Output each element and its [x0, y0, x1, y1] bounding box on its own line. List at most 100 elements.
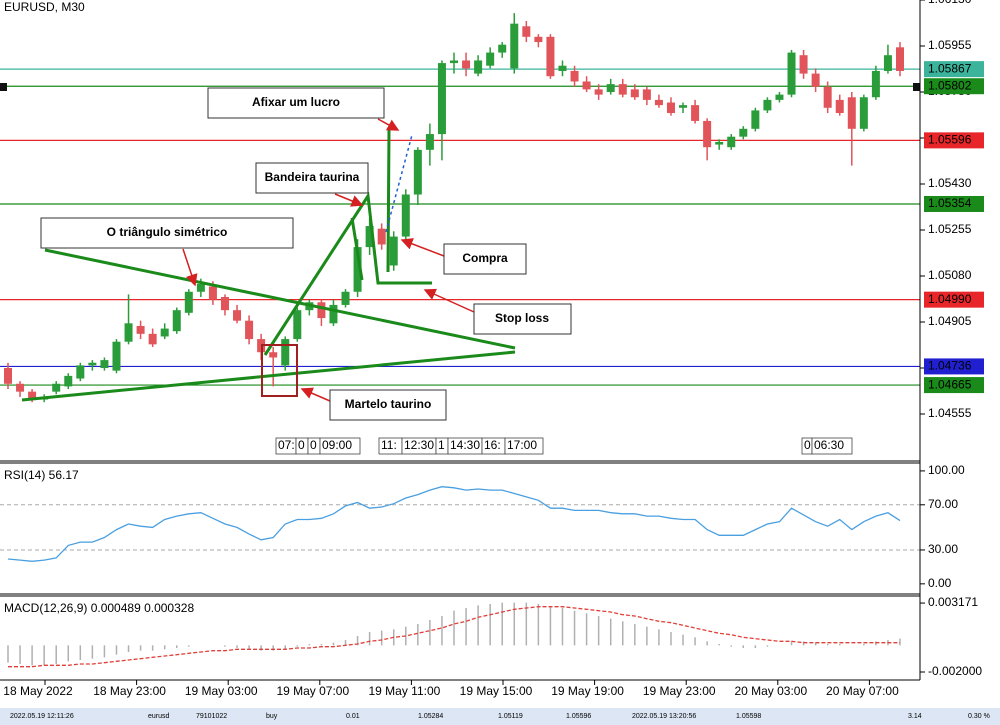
candle-body	[329, 304, 338, 324]
arrow	[400, 238, 445, 257]
status-field: 1.05598	[736, 713, 761, 720]
price-label-bg	[924, 78, 984, 95]
candle-body	[691, 105, 700, 121]
candle-body	[16, 383, 25, 392]
candle-body	[594, 89, 603, 95]
y-tick-label: 0.00	[928, 576, 952, 590]
candle-body	[739, 128, 748, 137]
candle-body	[859, 97, 868, 129]
annotation-box	[255, 162, 369, 194]
time-marker-box	[504, 437, 544, 455]
status-field: 3.14	[908, 713, 922, 720]
candle-body	[353, 247, 362, 292]
candle-body	[510, 23, 519, 69]
annotation-label: Bandeira taurina	[265, 170, 360, 184]
candle-body	[570, 70, 579, 82]
candle-body	[4, 368, 12, 384]
candle-body	[703, 120, 712, 148]
price-label: 1.05354	[928, 196, 972, 210]
annotation-label: Afixar um lucro	[252, 95, 340, 109]
candle-body	[437, 63, 446, 135]
x-tick-label: 19 May 03:00	[185, 684, 258, 698]
candle-body	[847, 97, 856, 129]
x-tick-label: 18 May 23:00	[93, 684, 166, 698]
candle-body	[220, 297, 229, 311]
candle-body	[883, 55, 892, 71]
time-marker: 12:30	[404, 438, 434, 452]
profit-line	[386, 129, 391, 273]
candle-body	[715, 141, 724, 145]
candle-body	[775, 94, 784, 100]
status-bar	[0, 708, 1000, 725]
annotation-label: Compra	[462, 251, 508, 265]
candle-body	[486, 52, 495, 66]
candle-body	[100, 360, 109, 368]
price-label: 1.04990	[928, 292, 972, 306]
time-marker: 0	[310, 438, 317, 452]
status-field: 1.05119	[498, 713, 523, 720]
flag-line	[350, 217, 364, 281]
signal-line	[8, 606, 900, 668]
price-label: 1.05867	[928, 61, 972, 75]
pattern-drawings	[0, 83, 920, 402]
arrow	[334, 193, 364, 207]
trade-line	[385, 134, 413, 233]
annotation-label: O triângulo simétrico	[107, 225, 228, 239]
candle-body	[148, 333, 157, 345]
annotation-box	[207, 87, 385, 119]
candle-body	[112, 341, 121, 371]
y-tick-label: -0.002000	[928, 664, 982, 678]
candle-body	[799, 55, 808, 74]
price-label-bg	[924, 195, 984, 212]
candle-body	[136, 325, 145, 334]
candle-body	[233, 310, 242, 321]
candle-body	[522, 26, 531, 37]
status-field: 0.30 %	[968, 713, 990, 720]
x-tick-label: 19 May 15:00	[460, 684, 533, 698]
price-label-bg	[924, 358, 984, 375]
candle-body	[172, 310, 181, 332]
candle-body	[630, 89, 639, 98]
arrow	[182, 248, 198, 287]
candle-body	[317, 302, 326, 319]
candle-body	[835, 99, 844, 114]
time-marker: 09:00	[322, 438, 352, 452]
x-tick-label: 19 May 11:00	[368, 684, 440, 698]
candle-body	[666, 102, 675, 114]
candle-body	[425, 134, 434, 150]
candle-body	[896, 47, 904, 71]
price-label-bg	[924, 132, 984, 149]
candle-body	[558, 65, 567, 71]
x-tick-label: 18 May 2022	[3, 684, 73, 698]
candle-body	[389, 236, 398, 266]
status-field: 2022.05.19 12:11:26	[10, 713, 74, 720]
price-label-bg	[924, 291, 984, 308]
price-label: 1.05596	[928, 133, 972, 147]
status-field: 0.01	[346, 713, 360, 720]
candle-body	[679, 105, 688, 108]
annotation-box	[443, 243, 527, 275]
time-marker: 06:30	[814, 438, 844, 452]
y-tick-label: 1.05080	[928, 268, 972, 282]
candle-body	[811, 73, 820, 87]
triangle-line	[21, 350, 516, 402]
time-marker-box	[811, 437, 853, 455]
y-tick-label: 1.05255	[928, 222, 972, 236]
candle-body	[64, 375, 73, 387]
candle-body	[401, 194, 410, 237]
status-field: buy	[266, 713, 278, 720]
candle-body	[787, 52, 796, 95]
candle-body	[413, 149, 422, 195]
candle-body	[498, 44, 507, 53]
candle-body	[281, 339, 290, 366]
annotation-label: Stop loss	[495, 311, 549, 325]
candle-body	[534, 36, 543, 43]
candle-body	[269, 352, 278, 358]
y-tick-label: 1.05430	[928, 176, 972, 190]
candle-body	[208, 286, 217, 300]
hammer-box	[261, 344, 298, 397]
time-marker: 0	[804, 438, 811, 452]
annotation-box	[329, 389, 447, 421]
annotation-label: Martelo taurino	[345, 397, 432, 411]
